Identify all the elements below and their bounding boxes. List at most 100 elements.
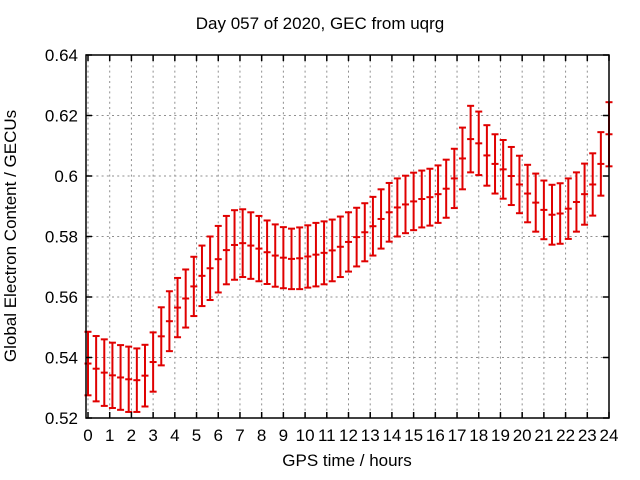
error-bar bbox=[556, 182, 564, 245]
x-tick-label: 3 bbox=[148, 426, 157, 445]
x-tick-label: 1 bbox=[105, 426, 114, 445]
data-layer bbox=[84, 101, 613, 413]
error-bar bbox=[92, 335, 100, 403]
error-bar bbox=[589, 152, 597, 217]
error-bar bbox=[377, 188, 385, 250]
error-bar bbox=[149, 331, 157, 393]
error-bar bbox=[345, 211, 352, 273]
error-bar bbox=[214, 224, 222, 294]
y-tick-label: 0.54 bbox=[45, 349, 78, 368]
y-tick-label: 0.52 bbox=[45, 409, 78, 428]
error-bar bbox=[385, 181, 393, 243]
error-bar bbox=[467, 104, 475, 174]
y-tick-label: 0.56 bbox=[45, 288, 78, 307]
error-bar bbox=[222, 214, 230, 286]
error-bar bbox=[108, 341, 116, 410]
error-bar bbox=[548, 183, 556, 246]
chart-title: Day 057 of 2020, GEC from uqrg bbox=[196, 14, 445, 33]
error-bar bbox=[507, 145, 515, 207]
error-bar bbox=[401, 174, 409, 235]
error-bar bbox=[450, 147, 458, 210]
error-bar bbox=[198, 244, 206, 308]
x-tick-label: 16 bbox=[426, 426, 445, 445]
error-bar bbox=[361, 202, 369, 263]
x-tick-label: 5 bbox=[192, 426, 201, 445]
error-bar bbox=[312, 221, 320, 288]
error-bar bbox=[410, 171, 418, 232]
error-bar bbox=[597, 131, 605, 197]
tick-label-layer: 0 1 2 3 4 5 6 7 8 9 10 11 12 13 14 15 16 17 18 19 20 21 22 23 24… bbox=[45, 46, 619, 445]
x-tick-label: 13 bbox=[361, 426, 380, 445]
x-tick-label: 8 bbox=[257, 426, 266, 445]
error-bar bbox=[304, 224, 312, 289]
x-tick-label: 20 bbox=[513, 426, 532, 445]
x-tick-label: 0 bbox=[83, 426, 92, 445]
error-bar bbox=[426, 167, 434, 227]
error-bar bbox=[532, 172, 540, 233]
error-bar bbox=[296, 226, 304, 291]
error-bar bbox=[239, 208, 247, 279]
error-bar bbox=[125, 345, 133, 413]
x-tick-label: 12 bbox=[339, 426, 358, 445]
error-bar bbox=[524, 163, 532, 224]
error-bar bbox=[133, 347, 141, 413]
x-tick-label: 15 bbox=[404, 426, 423, 445]
error-bar bbox=[190, 255, 198, 318]
error-bar bbox=[100, 338, 108, 407]
error-bar bbox=[442, 158, 450, 219]
error-bar bbox=[458, 126, 466, 191]
error-bar bbox=[336, 215, 344, 279]
error-bar bbox=[475, 110, 483, 177]
error-bar bbox=[572, 171, 580, 233]
x-tick-label: 11 bbox=[318, 426, 336, 445]
error-bar bbox=[515, 154, 523, 215]
error-bar bbox=[174, 276, 182, 339]
error-bar bbox=[483, 124, 491, 187]
error-bar bbox=[393, 177, 401, 238]
axes-layer bbox=[85, 54, 610, 419]
x-tick-label: 7 bbox=[235, 426, 244, 445]
x-tick-label: 10 bbox=[296, 426, 315, 445]
x-tick-label: 22 bbox=[556, 426, 575, 445]
x-tick-label: 23 bbox=[578, 426, 597, 445]
error-bar bbox=[271, 223, 279, 288]
error-bar bbox=[279, 226, 287, 290]
y-tick-label: 0.58 bbox=[45, 228, 78, 247]
error-bar bbox=[165, 290, 173, 353]
error-bar bbox=[418, 169, 426, 229]
error-bar bbox=[182, 268, 190, 329]
x-tick-label: 24 bbox=[600, 426, 619, 445]
error-bar bbox=[288, 227, 296, 291]
error-bar bbox=[157, 306, 165, 367]
error-bar bbox=[581, 162, 589, 226]
x-tick-label: 19 bbox=[491, 426, 510, 445]
x-tick-label: 14 bbox=[382, 426, 401, 445]
error-bar bbox=[117, 344, 125, 411]
error-bar bbox=[263, 219, 271, 285]
x-tick-label: 21 bbox=[534, 426, 553, 445]
error-bar bbox=[540, 179, 548, 241]
error-bar bbox=[353, 206, 361, 268]
error-bar bbox=[231, 209, 239, 281]
error-bar bbox=[206, 235, 214, 302]
y-tick-label: 0.6 bbox=[54, 167, 78, 186]
y-axis-label: Global Electron Content / GECUs bbox=[1, 110, 20, 362]
error-bar bbox=[369, 195, 377, 257]
x-tick-label: 9 bbox=[279, 426, 288, 445]
x-tick-label: 6 bbox=[214, 426, 223, 445]
error-bar bbox=[141, 343, 149, 408]
error-bar bbox=[499, 139, 507, 200]
x-axis-label: GPS time / hours bbox=[282, 451, 411, 470]
y-tick-label: 0.64 bbox=[45, 46, 78, 65]
error-bar bbox=[564, 177, 572, 240]
error-bar bbox=[255, 214, 263, 283]
error-bar bbox=[328, 218, 336, 283]
error-bar bbox=[434, 164, 442, 224]
x-tick-label: 18 bbox=[469, 426, 488, 445]
error-bar bbox=[491, 133, 499, 195]
error-bar bbox=[320, 220, 328, 286]
x-tick-label: 2 bbox=[127, 426, 136, 445]
x-tick-label: 4 bbox=[170, 426, 179, 445]
